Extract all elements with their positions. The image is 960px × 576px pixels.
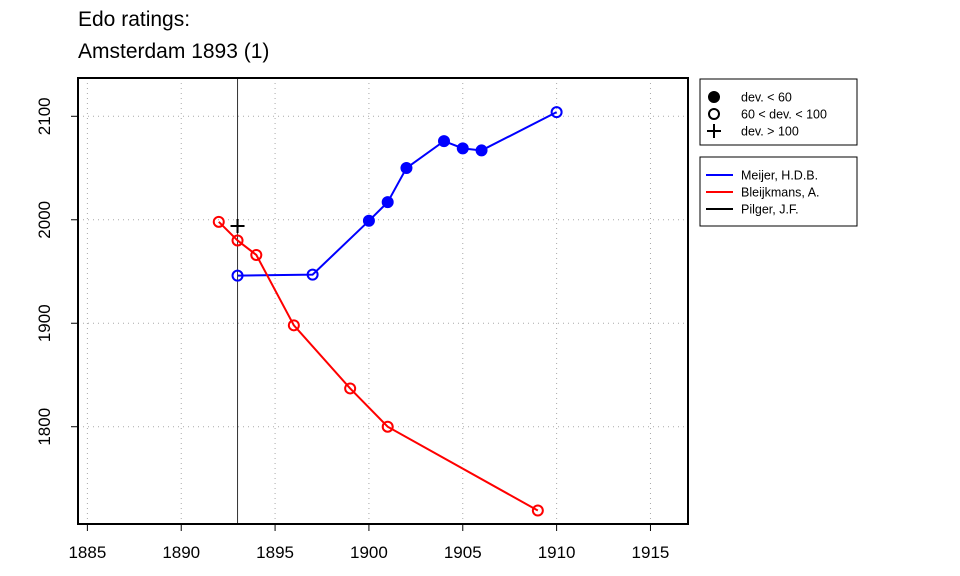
data-point xyxy=(456,142,469,155)
player-legend-label: Bleijkmans, A. xyxy=(741,186,820,200)
data-point xyxy=(231,234,244,247)
x-tick-label: 1885 xyxy=(68,543,106,562)
data-point xyxy=(531,504,544,517)
marker-legend-box xyxy=(699,78,858,146)
data-point xyxy=(231,269,244,282)
x-tick-label: 1890 xyxy=(162,543,200,562)
player-legend-label: Pilger, J.F. xyxy=(741,203,799,217)
data-point xyxy=(344,382,357,395)
marker-legend-label: dev. > 100 xyxy=(741,125,799,139)
data-point xyxy=(287,319,300,332)
data-point xyxy=(475,144,488,157)
y-tick-label: 1900 xyxy=(35,304,54,342)
x-tick-label: 1910 xyxy=(538,543,576,562)
data-point xyxy=(306,268,319,281)
chart-title-line2: Amsterdam 1893 (1) xyxy=(78,40,270,63)
legend-marker-open xyxy=(708,108,720,120)
series-line xyxy=(218,221,539,512)
data-point xyxy=(230,218,245,233)
legend-marker-filled xyxy=(708,91,720,103)
series-1 xyxy=(212,215,544,517)
data-point xyxy=(212,215,225,228)
x-tick-label: 1905 xyxy=(444,543,482,562)
marker-legend-label: dev. < 60 xyxy=(741,91,792,105)
data-point xyxy=(381,196,394,209)
y-tick-label: 2000 xyxy=(35,201,54,239)
series-0 xyxy=(231,106,563,282)
legend-marker-plus xyxy=(707,124,721,138)
x-tick-label: 1895 xyxy=(256,543,294,562)
chart-title-line1: Edo ratings: xyxy=(78,8,191,31)
player-legend-label: Meijer, H.D.B. xyxy=(741,169,818,183)
series-2 xyxy=(230,218,245,233)
x-tick-label: 1915 xyxy=(632,543,670,562)
y-tick-label: 2100 xyxy=(35,97,54,135)
data-point xyxy=(400,162,413,175)
y-tick-label: 1800 xyxy=(35,408,54,446)
data-point xyxy=(550,106,563,119)
data-point xyxy=(438,135,450,148)
series-line xyxy=(237,111,558,277)
data-point xyxy=(362,214,375,227)
data-point xyxy=(250,248,263,261)
data-point xyxy=(381,420,394,433)
marker-legend-label: 60 < dev. < 100 xyxy=(741,108,827,122)
x-tick-label: 1900 xyxy=(350,543,388,562)
plot-frame xyxy=(77,77,689,525)
